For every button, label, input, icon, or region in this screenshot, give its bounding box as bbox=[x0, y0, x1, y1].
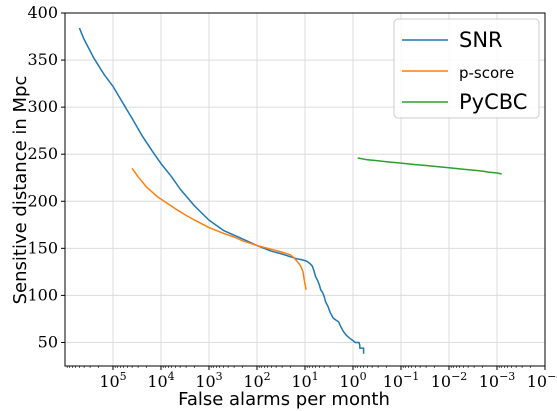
x-tick-label: 10−4 bbox=[527, 370, 557, 391]
y-tick-label: 350 bbox=[27, 50, 58, 69]
x-tick-label: 10−3 bbox=[479, 370, 516, 391]
series-lines bbox=[78, 27, 502, 354]
x-tick-label: 10−1 bbox=[383, 370, 420, 391]
x-tick-label: 103 bbox=[195, 370, 222, 391]
y-axis-label: Sensitive distance in Mpc bbox=[10, 76, 31, 305]
x-tick-label: 101 bbox=[291, 370, 318, 391]
y-tick-label: 100 bbox=[27, 285, 58, 304]
x-axis-label: False alarms per month bbox=[178, 389, 390, 410]
y-tick-label: 250 bbox=[27, 144, 58, 163]
y-tick-label: 150 bbox=[27, 238, 58, 257]
legend-label: SNR bbox=[459, 28, 503, 52]
x-tick-label: 100 bbox=[339, 370, 366, 391]
series-line-snr bbox=[78, 27, 365, 354]
legend-label: PyCBC bbox=[459, 90, 527, 114]
x-tick-label: 102 bbox=[243, 370, 270, 391]
legend: SNR p-score PyCBC bbox=[393, 18, 540, 119]
legend-box bbox=[393, 18, 540, 119]
y-tick-label: 200 bbox=[27, 191, 58, 210]
y-tick-label: 300 bbox=[27, 97, 58, 116]
x-tick-label: 104 bbox=[147, 370, 174, 391]
x-tick-label: 10−2 bbox=[431, 370, 468, 391]
series-line-p-score bbox=[131, 167, 307, 290]
series-line-pycbc bbox=[357, 157, 502, 175]
x-axis: 105 104 103 102 101 100 10−1 10−2 10−3 10−4 bbox=[66, 366, 557, 391]
legend-label: p-score bbox=[459, 64, 514, 82]
y-tick-label: 400 bbox=[27, 3, 58, 22]
y-axis: 50 100 150 200 250 300 350 400 bbox=[27, 3, 65, 351]
x-tick-label: 105 bbox=[99, 370, 126, 391]
y-tick-label: 50 bbox=[38, 332, 58, 351]
